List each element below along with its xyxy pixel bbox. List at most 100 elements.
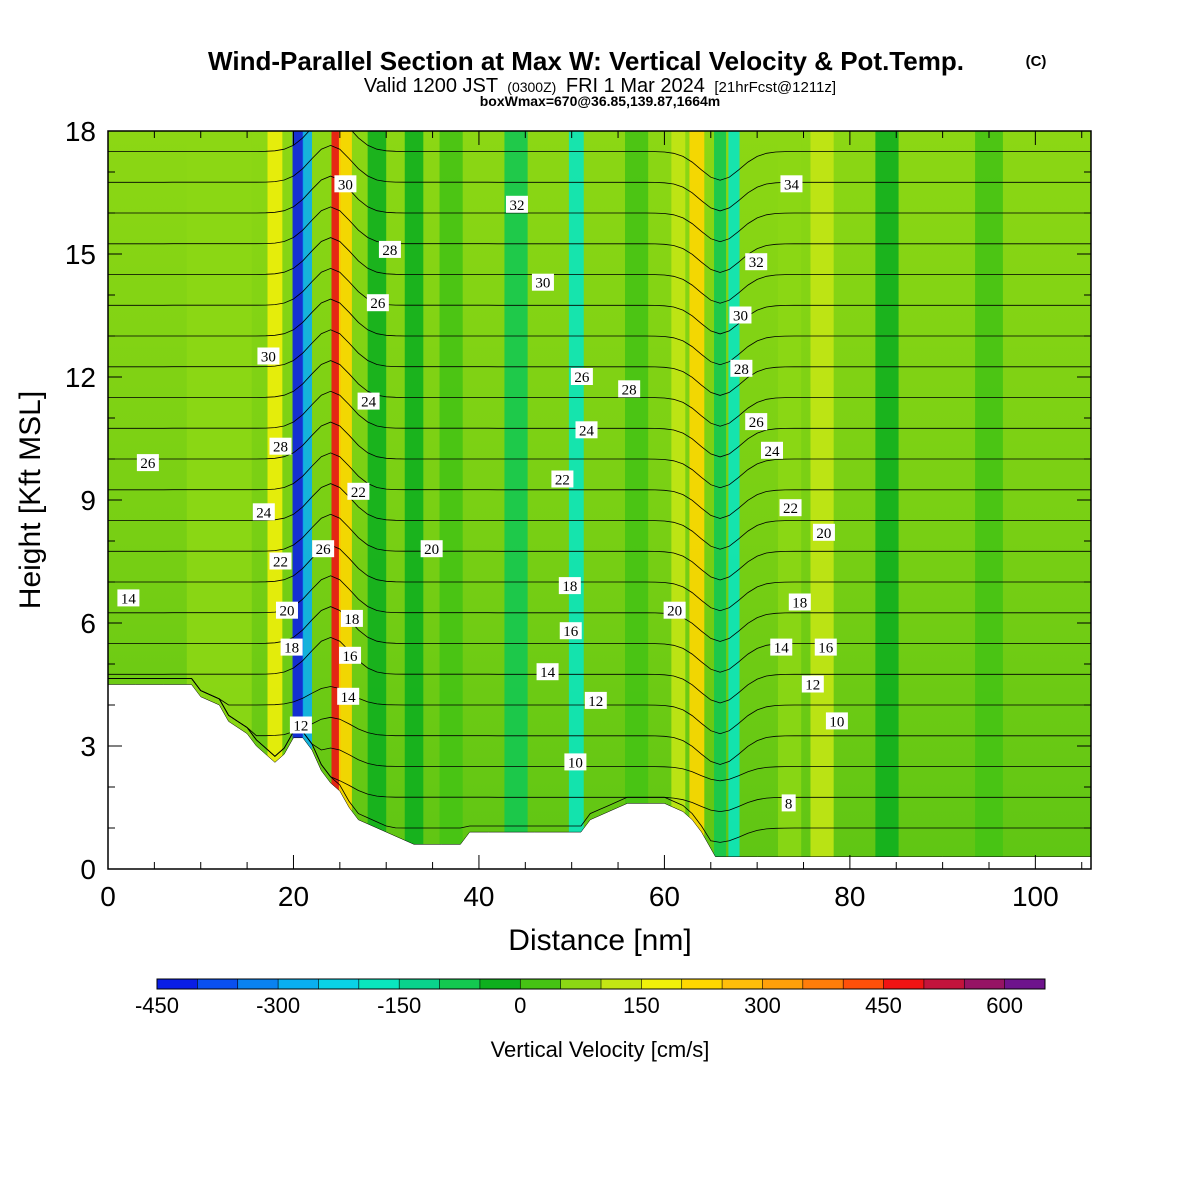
contour-label-box (252, 503, 275, 521)
velocity-column (292, 131, 304, 869)
contour-label-box (269, 552, 292, 570)
colorbar-swatch (157, 979, 198, 989)
colorbar-tick-label: -300 (256, 993, 300, 1018)
x-tick-label: 80 (834, 881, 865, 912)
contour-label: 30 (531, 273, 554, 292)
x-axis: 0 20 40 60 80 100 (100, 131, 1083, 912)
contour-label-box (780, 175, 803, 193)
contour-label-text: 24 (256, 505, 272, 521)
theta-contour (108, 575, 1091, 642)
colorbar-swatch (722, 979, 763, 989)
contour-label: 24 (575, 421, 598, 439)
contour-label: 28 (618, 380, 641, 398)
colorbar-swatch (641, 979, 683, 989)
y-tick-label: 12 (65, 362, 96, 393)
contour-label: 26 (136, 454, 159, 472)
contour-label-text: 14 (774, 641, 790, 657)
contour-label-box (663, 601, 686, 619)
y-tick-label: 18 (65, 116, 96, 147)
contour-label-text: 30 (535, 276, 550, 292)
contour-label-text: 20 (279, 604, 294, 620)
velocity-column (875, 131, 899, 869)
colorbar-swatch (843, 979, 885, 989)
contour-label-box (760, 441, 783, 459)
contour-label: 22 (347, 482, 370, 501)
contour-label: 20 (663, 601, 686, 620)
contour-label-box (339, 646, 362, 664)
contour-label-text: 16 (343, 649, 359, 665)
y-axis: 0 3 6 9 12 15 18 (65, 116, 1091, 885)
contour-label: 16 (559, 622, 582, 640)
contour-label: 12 (289, 716, 312, 735)
contour-label-box (536, 663, 559, 681)
plot-area: 14 26 30 28 24 22 20 18 12 26 30 28 26 24 22 18 16 14 20 32… (108, 131, 1091, 869)
contour-label-box (812, 523, 835, 541)
velocity-column (338, 131, 352, 869)
contour-label: 14 (770, 638, 793, 657)
colorbar (156, 978, 1046, 990)
copyright-mark: (C) (1026, 53, 1047, 70)
contour-label: 22 (551, 470, 574, 489)
contour-label-text: 18 (344, 612, 359, 628)
contour-label: 10 (564, 753, 587, 771)
contour-label-text: 8 (785, 796, 793, 812)
velocity-column (714, 131, 727, 869)
contour-label: 22 (779, 499, 802, 517)
theta-contour (108, 513, 1091, 581)
contour-label-box (779, 499, 802, 517)
colorbar-tick-label: 150 (623, 993, 660, 1018)
velocity-column (625, 131, 649, 869)
contour-label-box (378, 240, 401, 258)
contour-label: 12 (584, 691, 607, 710)
colorbar-swatch (883, 979, 925, 989)
contour-label: 28 (378, 240, 401, 259)
contour-label-text: 28 (622, 382, 637, 398)
contour-label-text: 12 (588, 694, 603, 710)
y-tick-label: 15 (65, 239, 96, 270)
velocity-column (728, 131, 740, 869)
colorbar-swatch (399, 979, 441, 989)
colorbar-swatch (681, 979, 723, 989)
contour-label-box (781, 794, 796, 812)
chart-title: Wind-Parallel Section at Max W: Vertical… (208, 46, 964, 76)
contour-label: 18 (280, 638, 303, 657)
x-tick-label: 20 (278, 881, 309, 912)
contour-label-text: 22 (783, 501, 798, 517)
theta-contour (108, 175, 1091, 243)
velocity-column (439, 131, 463, 869)
theta-contour (108, 329, 1091, 396)
contour-label-text: 32 (509, 198, 524, 214)
contour-label-text: 24 (764, 444, 780, 460)
contour-label-box (505, 195, 528, 213)
contour-label-text: 18 (562, 579, 577, 595)
x-axis-title: Distance [nm] (508, 924, 691, 957)
colorbar-swatch (479, 979, 521, 989)
contour-label-text: 12 (293, 719, 308, 735)
contour-label: 26 (570, 368, 593, 386)
velocity-column (975, 131, 1003, 869)
colorbar-swatch (601, 979, 642, 989)
contour-label-text: 14 (540, 665, 556, 681)
contour-label-box (531, 273, 554, 291)
contour-label-text: 26 (749, 415, 765, 431)
theta-contour (108, 267, 1091, 335)
colorbar-tick-label: 0 (514, 993, 526, 1018)
colorbar-swatch (1004, 979, 1046, 989)
theta-contour (108, 636, 1091, 704)
contour-label-text: 20 (816, 526, 831, 542)
x-tick-label: 40 (463, 881, 494, 912)
contour-label: 30 (257, 347, 280, 366)
contour-label-box (825, 712, 848, 730)
contour-label-text: 28 (382, 243, 397, 259)
contour-label: 8 (781, 794, 796, 812)
theta-contour (108, 390, 1091, 458)
contour-label: 26 (312, 540, 335, 558)
y-tick-label: 0 (80, 854, 96, 885)
valid-date: FRI 1 Mar 2024 (566, 75, 705, 97)
theta-contour (108, 360, 1091, 427)
contour-label-text: 26 (574, 370, 590, 386)
contour-label-box (340, 609, 363, 627)
contour-label: 18 (340, 609, 363, 628)
colorbar-title: Vertical Velocity [cm/s] (491, 1037, 710, 1062)
contour-label-text: 18 (284, 641, 299, 657)
